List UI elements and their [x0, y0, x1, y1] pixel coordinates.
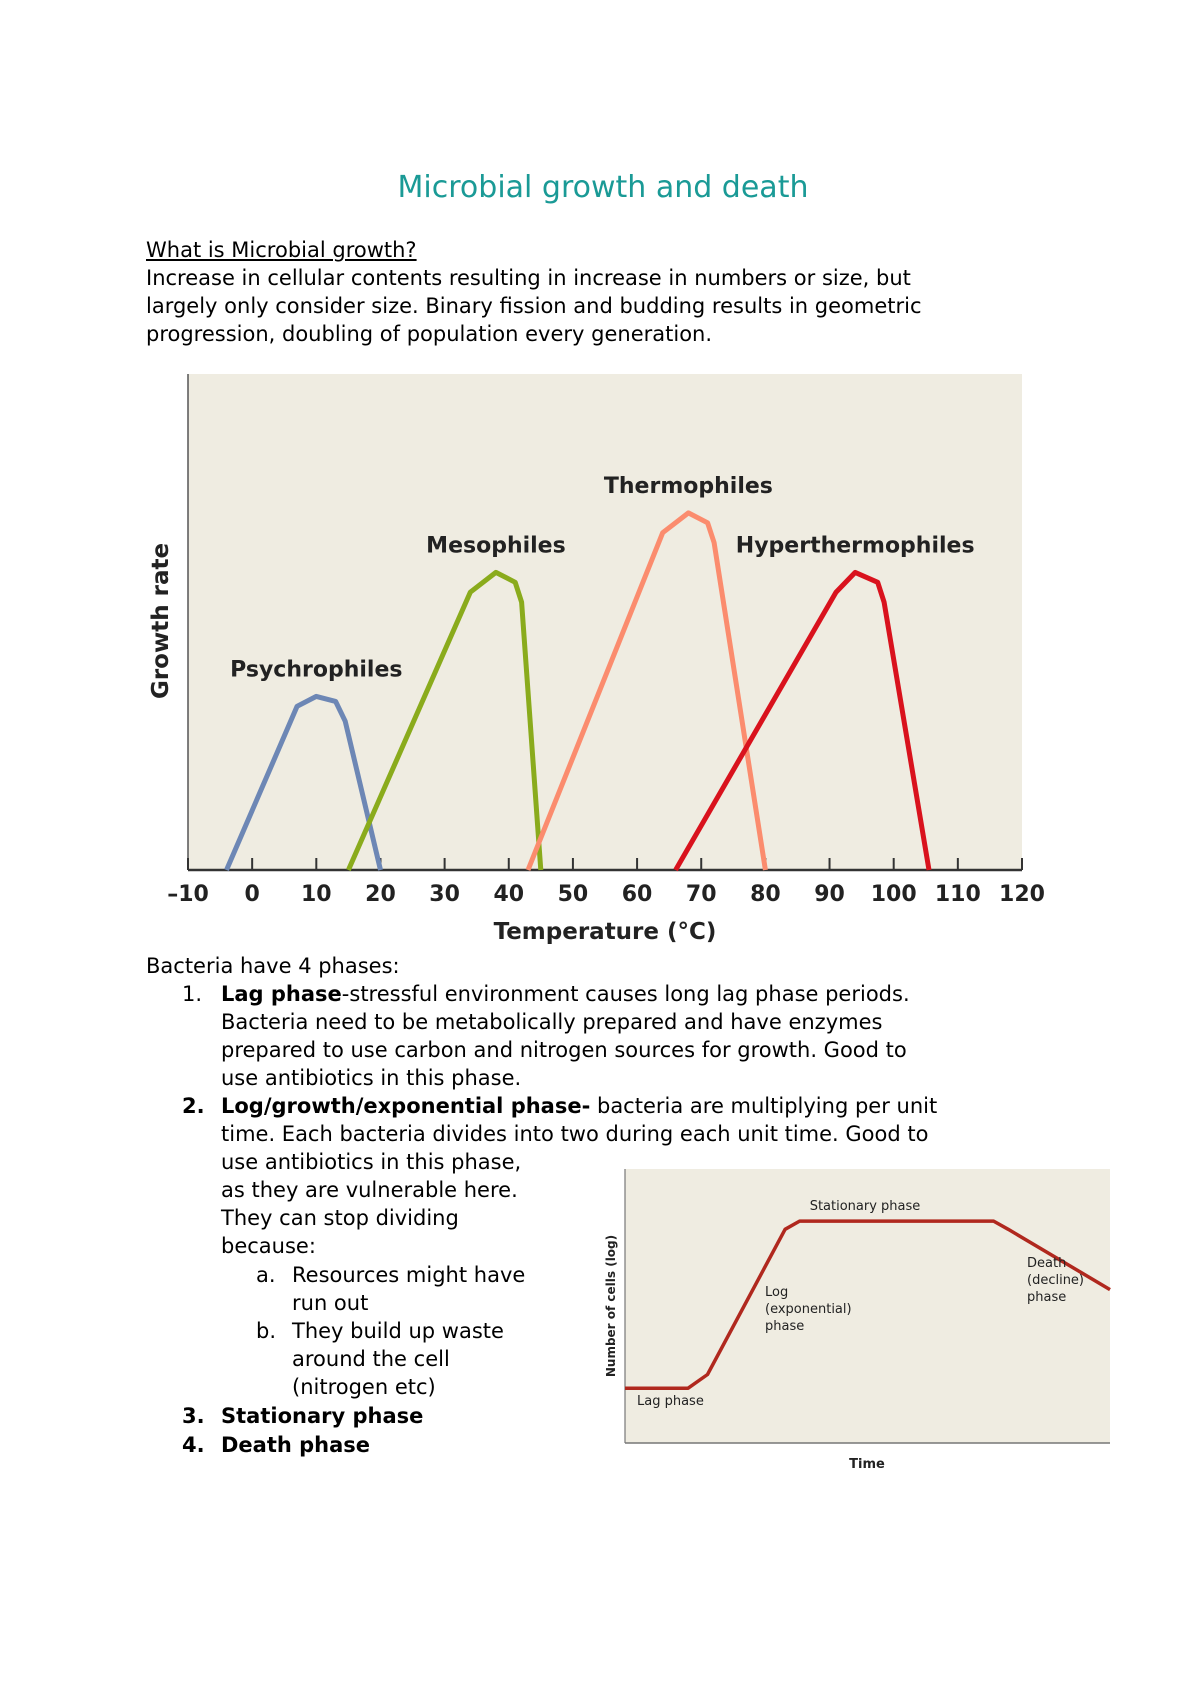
psychrophiles-curve	[224, 693, 383, 871]
stationary-phase-term: Stationary phase	[221, 1404, 424, 1428]
death-phase-term: Death phase	[221, 1433, 371, 1457]
log-phase-label: phase	[765, 1319, 804, 1334]
mesophiles-curve	[346, 569, 544, 872]
x-axis-label: Time	[849, 1457, 885, 1472]
plot-area	[188, 374, 1022, 870]
sub-text: (nitrogen etc)	[292, 1375, 436, 1399]
list-number: 4.	[182, 1433, 205, 1457]
lag-phase-label: Lag phase	[637, 1394, 704, 1409]
x-tick-label: 20	[365, 882, 396, 907]
death-phase-label: phase	[1027, 1290, 1066, 1305]
sub-letter: b.	[256, 1319, 277, 1343]
list-text: as they are vulnerable here.	[221, 1178, 518, 1202]
x-tick-label: 90	[814, 882, 845, 907]
x-tick-label: 40	[493, 882, 524, 907]
list-text: use antibiotics in this phase.	[221, 1066, 522, 1090]
lag-phase-term: Lag phase	[221, 982, 342, 1006]
list-text: time. Each bacteria divides into two dur…	[221, 1122, 929, 1146]
plot-area	[625, 1169, 1110, 1443]
temperature-growth-chart: –10 0 10 20 30 40 50 60 70 80 90 100 110 120 Psychrop…	[148, 374, 1045, 945]
list-text: Bacteria need to be metabolically prepar…	[221, 1010, 883, 1034]
hyperthermophiles-label: Hyperthermophiles	[736, 533, 975, 558]
sub-text: They build up waste	[292, 1319, 504, 1343]
hyperthermophiles-curve	[673, 569, 932, 872]
x-tick-label: 70	[686, 882, 717, 907]
sub-letter: a.	[256, 1263, 276, 1287]
psychrophiles-label: Psychrophiles	[230, 657, 402, 682]
log-phase-term: Log/growth/exponential phase-	[221, 1094, 591, 1118]
x-tick-label: 30	[429, 882, 460, 907]
log-phase-label: Log	[765, 1285, 788, 1300]
intro-line: Increase in cellular contents resulting …	[146, 266, 911, 290]
x-tick-label: 60	[622, 882, 653, 907]
x-tick-label: 110	[935, 882, 981, 907]
log-phase-label: (exponential)	[765, 1302, 852, 1317]
stationary-phase-label: Stationary phase	[810, 1199, 921, 1214]
x-tick-label: 100	[871, 882, 917, 907]
sub-text: around the cell	[292, 1347, 450, 1371]
list-item-log: Log/growth/exponential phase- bacteria a…	[221, 1092, 937, 1120]
list-text: use antibiotics in this phase,	[221, 1150, 522, 1174]
mesophiles-label: Mesophiles	[426, 533, 566, 558]
x-tick-label: 50	[558, 882, 589, 907]
intro-line: largely only consider size. Binary fissi…	[146, 294, 922, 318]
list-text: bacteria are multiplying per unit	[590, 1094, 938, 1118]
list-text: -stressful environment causes long lag p…	[341, 982, 910, 1006]
list-number: 2.	[182, 1094, 205, 1118]
list-item-lag: Lag phase-stressful environment causes l…	[221, 980, 910, 1008]
list-text: They can stop dividing	[221, 1206, 459, 1230]
bacterial-growth-curve-chart: Stationary phase Log (exponential) phase…	[604, 1169, 1111, 1472]
death-phase-label: (decline)	[1027, 1273, 1084, 1288]
intro-line: progression, doubling of population ever…	[146, 322, 713, 346]
x-axis-label: Temperature (°C)	[494, 919, 717, 945]
list-number: 1.	[182, 982, 203, 1006]
x-tick-label: 120	[999, 882, 1045, 907]
x-tick-label: 80	[750, 882, 781, 907]
phases-heading: Bacteria have 4 phases:	[146, 954, 400, 978]
thermophiles-label: Thermophiles	[604, 474, 773, 499]
section-heading: What is Microbial growth?	[146, 238, 417, 262]
list-text: prepared to use carbon and nitrogen sour…	[221, 1038, 907, 1062]
x-tick-label: 10	[301, 882, 332, 907]
x-tick-label: 0	[244, 882, 259, 907]
death-phase-label: Death	[1027, 1256, 1066, 1271]
list-text: because:	[221, 1234, 316, 1258]
thermophiles-curve	[525, 510, 768, 871]
list-number: 3.	[182, 1404, 205, 1428]
sub-text: run out	[292, 1291, 369, 1315]
sub-text: Resources might have	[292, 1263, 526, 1287]
x-tick-label: –10	[167, 882, 209, 907]
growth-curve-line	[625, 1219, 1111, 1390]
y-axis-label: Growth rate	[148, 543, 174, 699]
y-axis-label: Number of cells (log)	[604, 1235, 618, 1377]
page-title: Microbial growth and death	[397, 170, 809, 205]
